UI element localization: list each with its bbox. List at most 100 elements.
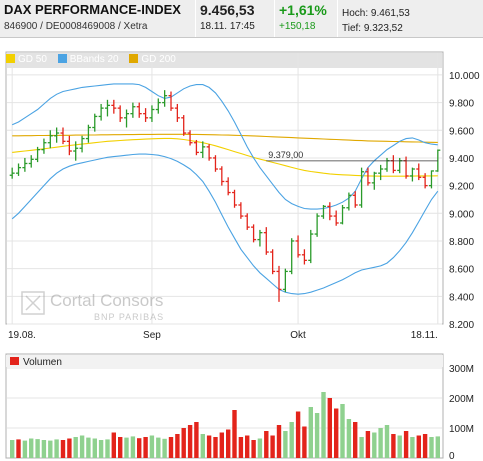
legend-bbands-label: BBands 20 xyxy=(69,54,119,65)
y-tick-label: 9.400 xyxy=(449,154,474,165)
y-tick-label: 8.600 xyxy=(449,265,474,276)
volume-bar xyxy=(175,434,180,458)
candle xyxy=(314,213,320,237)
watermark-line1: Cortal Consors xyxy=(50,291,163,310)
watermark-logo: Cortal Consors BNP PARIBAS xyxy=(21,291,163,322)
candle xyxy=(219,166,225,186)
price-cell: 9.456,53 18.11. 17:45 xyxy=(196,0,275,37)
volume-tick-label: 200M xyxy=(449,394,474,405)
volume-bar xyxy=(35,439,40,458)
y-tick-label: 8.800 xyxy=(449,237,474,248)
volume-bar xyxy=(22,440,28,458)
candle xyxy=(365,167,371,186)
volume-bar xyxy=(353,422,358,458)
volume-bar xyxy=(124,437,129,458)
legend-gd50[interactable]: GD 50 xyxy=(6,54,47,65)
volume-bar xyxy=(219,432,224,458)
price-annotation: 9.379,00 xyxy=(266,150,438,162)
volume-bar xyxy=(187,425,193,458)
candle xyxy=(22,157,28,172)
volume-bar xyxy=(137,438,142,458)
volume-bar xyxy=(391,434,396,458)
volume-bar xyxy=(200,434,205,458)
volume-bar xyxy=(156,437,161,458)
price-timestamp: 18.11. 17:45 xyxy=(200,21,255,32)
candle xyxy=(416,163,422,181)
volume-tick-label: 300M xyxy=(449,364,474,375)
volume-grid xyxy=(7,367,442,429)
price-y-axis: 10.000 9.800 9.600 9.400 9.200 9.000 8.800 8.60… xyxy=(449,71,480,331)
volume-bars xyxy=(10,392,440,458)
candle xyxy=(346,192,352,211)
candle xyxy=(54,127,60,143)
candle xyxy=(187,130,193,146)
candle xyxy=(85,124,91,143)
volume-bar xyxy=(410,437,415,458)
volume-bar xyxy=(435,436,440,458)
volume-bar xyxy=(48,440,53,458)
volume-bar xyxy=(29,438,34,458)
volume-bar xyxy=(73,437,78,458)
candle xyxy=(422,173,428,189)
x-tick-label: 18.11. xyxy=(411,330,438,341)
candle xyxy=(66,135,72,156)
y-tick-label: 10.000 xyxy=(449,71,480,82)
legend-gd50-swatch xyxy=(6,54,15,63)
candle xyxy=(206,144,212,161)
candle xyxy=(352,191,358,208)
legend-gd200-label: GD 200 xyxy=(141,54,176,65)
candle xyxy=(301,249,307,265)
legend-bbands[interactable]: BBands 20 xyxy=(57,54,119,65)
candle xyxy=(136,102,142,118)
volume-bar xyxy=(422,434,428,458)
candle xyxy=(371,171,377,190)
candle xyxy=(251,224,257,243)
volume-bar xyxy=(232,410,237,458)
line-bbands-20-oben xyxy=(11,83,438,210)
time-x-axis: 19.08. Sep Okt 18.11. xyxy=(8,330,438,341)
volume-tick-label: 0 xyxy=(449,451,455,461)
volume-bar xyxy=(238,437,244,458)
candle xyxy=(155,98,161,114)
volume-bar xyxy=(60,440,66,458)
volume-bar xyxy=(92,438,97,458)
candle xyxy=(174,103,180,122)
volume-bar xyxy=(416,435,421,458)
volume-bar xyxy=(162,438,167,458)
volume-bar xyxy=(314,413,320,458)
candle xyxy=(181,115,187,136)
volume-bar xyxy=(308,407,313,458)
volume-y-axis: 300M 200M 100M 0 xyxy=(449,364,474,461)
volume-tick-label: 100M xyxy=(449,424,474,435)
volume-bar xyxy=(403,431,409,458)
candle xyxy=(168,91,174,111)
volume-bar xyxy=(283,431,288,458)
candle xyxy=(282,268,288,293)
volume-bar xyxy=(346,419,352,458)
volume-plot-frame xyxy=(5,353,444,459)
change-absolute: +150,18 xyxy=(279,21,316,32)
volume-bar xyxy=(118,437,123,458)
volume-bar xyxy=(245,435,250,458)
day-high: Hoch: 9.461,53 xyxy=(342,8,410,19)
day-low: Tief: 9.323,52 xyxy=(342,23,403,34)
volume-bar xyxy=(226,429,231,458)
candle xyxy=(238,202,244,219)
volume-bar xyxy=(41,440,47,458)
candle xyxy=(333,210,339,226)
candle xyxy=(295,235,301,258)
candle xyxy=(428,170,434,189)
candle xyxy=(16,163,22,176)
change-percent: +1,61% xyxy=(279,2,327,18)
volume-bar xyxy=(130,436,136,458)
candle xyxy=(162,90,168,107)
legend-strip xyxy=(7,53,442,68)
y-tick-label: 9.200 xyxy=(449,182,474,193)
volume-bar xyxy=(295,411,301,458)
volume-bar xyxy=(16,439,21,458)
volume-bar xyxy=(372,432,377,458)
price-plot-frame xyxy=(5,51,444,325)
candle xyxy=(98,103,104,121)
legend-gd200[interactable]: GD 200 xyxy=(129,54,176,65)
x-tick-label: Okt xyxy=(290,330,306,341)
